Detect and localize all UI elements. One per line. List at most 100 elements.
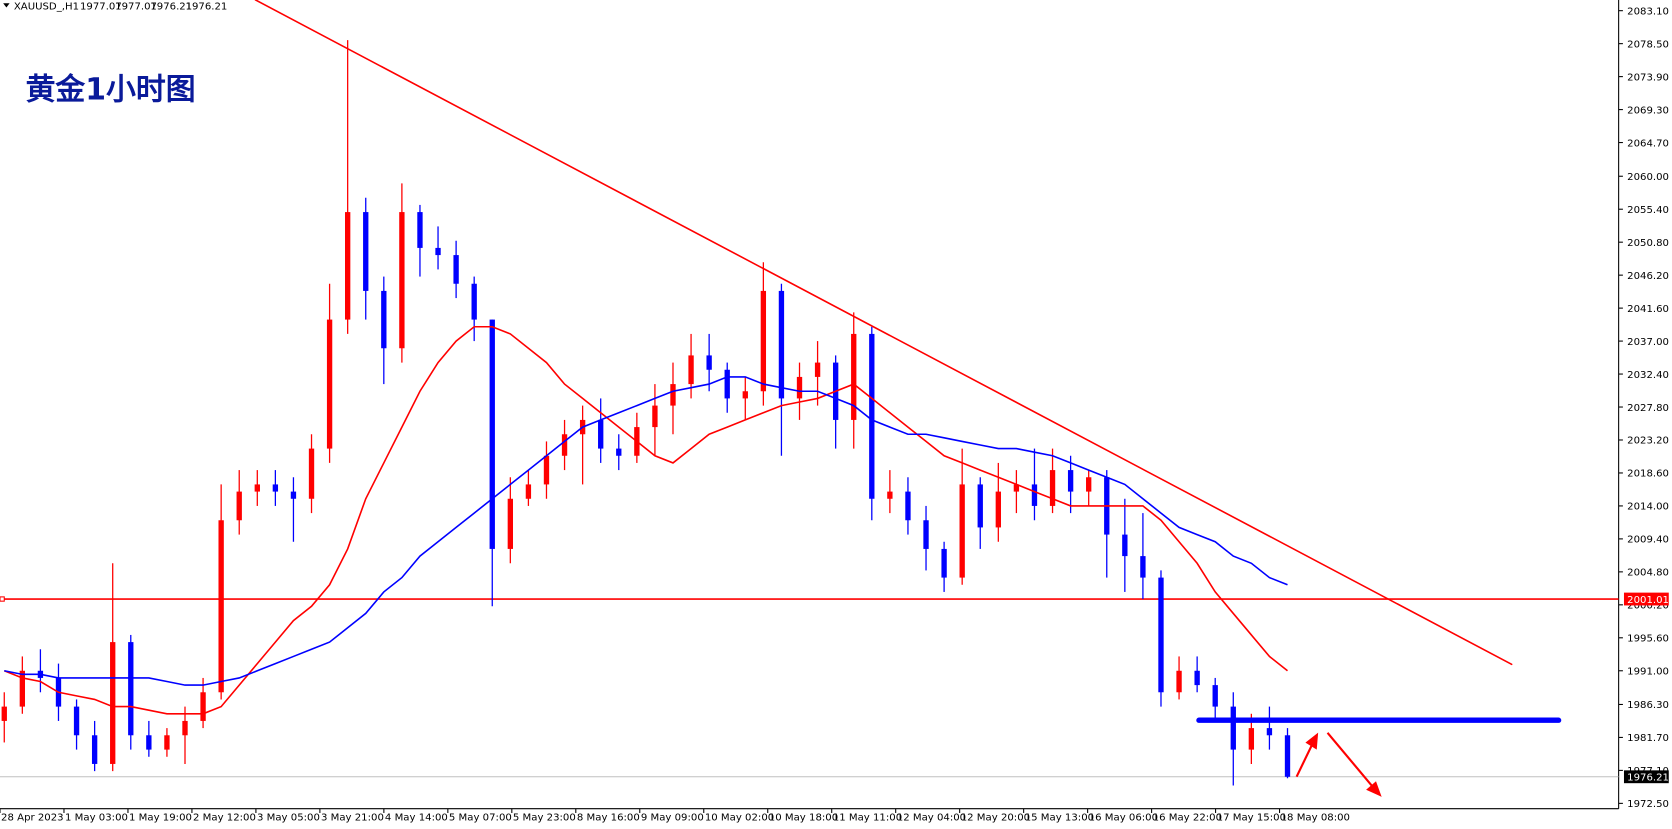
- candle-body: [453, 255, 459, 284]
- x-tick-label: 2 May 12:00: [193, 812, 256, 823]
- candle-body: [236, 491, 242, 521]
- candle-body: [796, 376, 803, 399]
- y-tick-label: 2037.00: [1627, 337, 1669, 348]
- y-tick-label: 2055.40: [1627, 205, 1669, 216]
- header-low: 1976.21: [150, 2, 192, 13]
- moving-average: [3, 325, 1289, 715]
- candle-body: [959, 484, 965, 578]
- candle-body: [399, 212, 405, 349]
- candle-body: [489, 319, 495, 549]
- x-tick-label: 5 May 23:00: [513, 812, 576, 823]
- chart-title: 黄金1小时图: [26, 72, 196, 107]
- candle-body: [670, 384, 676, 406]
- y-tick-label: 1995.60: [1627, 634, 1669, 645]
- x-tick-label: 11 May 11:00: [833, 812, 902, 823]
- candle-body: [1194, 670, 1200, 686]
- candle-body: [869, 333, 875, 499]
- y-tick-label: 2009.40: [1627, 535, 1669, 546]
- candle-body: [887, 491, 893, 499]
- x-tick-label: 17 May 15:00: [1217, 812, 1286, 823]
- candle-body: [1284, 735, 1291, 777]
- y-tick-label: 2041.60: [1627, 304, 1669, 315]
- y-tick-label: 1986.30: [1627, 700, 1669, 711]
- x-tick-label: 12 May 04:00: [897, 812, 966, 823]
- candle-body: [363, 212, 369, 291]
- candle-body: [272, 484, 279, 492]
- candle-body: [1086, 477, 1092, 492]
- candle-body: [941, 548, 947, 578]
- y-tick-label: 2073.90: [1627, 72, 1669, 83]
- y-tick-label: 2083.10: [1627, 6, 1669, 17]
- x-tick-label: 8 May 16:00: [577, 812, 640, 823]
- y-tick-label: 1981.70: [1627, 733, 1669, 744]
- x-tick-label: 3 May 05:00: [257, 812, 320, 823]
- candle-body: [1122, 534, 1128, 557]
- candle-body: [254, 484, 260, 492]
- y-tick-label: 2004.80: [1627, 568, 1669, 579]
- trendline: [254, 0, 1513, 666]
- candle-body: [218, 520, 224, 693]
- header-symbol: XAUUSD_,H1: [14, 2, 79, 13]
- x-tick-label: 16 May 06:00: [1089, 812, 1158, 823]
- x-tick-label: 5 May 07:00: [449, 812, 512, 823]
- candle-body: [760, 290, 767, 392]
- y-tick-label: 2027.80: [1627, 403, 1669, 414]
- candle-body: [471, 283, 477, 320]
- candle-body: [1013, 484, 1020, 492]
- candle-body: [110, 642, 116, 764]
- y-tick-label: 2046.20: [1627, 271, 1669, 282]
- candle-body: [706, 355, 712, 370]
- y-tick-label: 2069.30: [1627, 105, 1669, 116]
- candle-body: [616, 448, 622, 456]
- candle-body: [1230, 706, 1236, 750]
- candle-body: [290, 491, 297, 499]
- x-tick-label: 12 May 20:00: [961, 812, 1030, 823]
- price-box-label: 1976.21: [1627, 773, 1669, 784]
- x-tick-label: 18 May 08:00: [1281, 812, 1350, 823]
- candle-body: [851, 333, 857, 420]
- candle-body: [923, 520, 929, 549]
- y-tick-label: 2064.70: [1627, 138, 1669, 149]
- menu-icon: [3, 3, 10, 8]
- candle-body: [381, 290, 387, 349]
- y-tick-label: 2000.20: [1627, 601, 1669, 612]
- y-tick-label: 2060.00: [1627, 172, 1669, 183]
- candle-body: [200, 692, 206, 721]
- header-open: 1977.07: [80, 2, 122, 13]
- candle-body: [345, 212, 351, 320]
- candle-body: [724, 369, 730, 399]
- x-tick-label: 15 May 13:00: [1025, 812, 1094, 823]
- x-tick-label: 1 May 03:00: [65, 812, 128, 823]
- moving-average: [4, 376, 1288, 686]
- down-arrow-head: [1366, 781, 1382, 797]
- x-tick-label: 10 May 18:00: [769, 812, 838, 823]
- candle-body: [507, 498, 513, 549]
- candle-body: [164, 735, 170, 750]
- axes: 2083.10 2078.50 2073.90 2069.30 2064.70 2060.…: [0, 6, 1669, 823]
- price-box: [1623, 770, 1669, 784]
- header-close: 1976.21: [186, 2, 228, 13]
- candle-body: [778, 290, 785, 399]
- y-tick-label: 2018.60: [1627, 469, 1669, 480]
- candle-body: [1212, 685, 1218, 707]
- y-tick-label: 1972.50: [1627, 799, 1669, 810]
- candle-body: [742, 391, 748, 399]
- up-arrow-head: [1305, 732, 1319, 750]
- arrows: [1295, 732, 1382, 797]
- candle-body: [1031, 484, 1038, 506]
- candle-body: [73, 706, 80, 736]
- candle-body: [1158, 577, 1164, 693]
- down-arrow: [1326, 732, 1374, 787]
- header-high: 1977.07: [115, 2, 157, 13]
- candle-body: [19, 670, 26, 707]
- y-tick-label: 2023.20: [1627, 436, 1669, 447]
- candle-body: [128, 642, 134, 736]
- y-tick-label: 1991.00: [1627, 667, 1669, 678]
- candle-body: [326, 319, 333, 449]
- x-tick-label: 4 May 14:00: [385, 812, 448, 823]
- candle-body: [814, 362, 821, 377]
- candle-body: [182, 720, 188, 736]
- candle-body: [561, 434, 568, 456]
